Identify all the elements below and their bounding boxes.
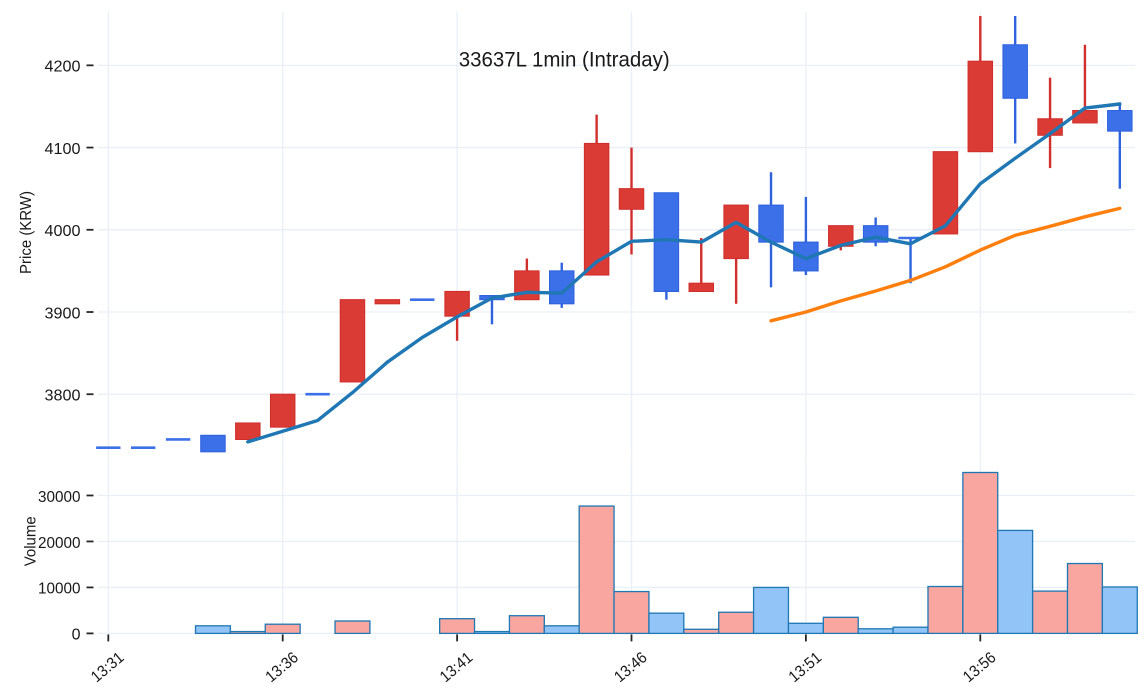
- candle-body-up: [235, 422, 261, 441]
- time-tick-label: 13:31: [88, 649, 127, 686]
- candle-body-up: [967, 60, 994, 153]
- volume-bar-up: [1031, 590, 1069, 635]
- volume-bar-up: [927, 585, 964, 635]
- candle-body-up: [618, 188, 645, 210]
- price-tick-label: 4000: [45, 223, 81, 240]
- volume-bar-up: [508, 615, 545, 635]
- volume-bar-up: [613, 590, 650, 635]
- volume-bar-up: [962, 471, 999, 635]
- candle-body-up: [269, 393, 296, 428]
- candle-body-up: [583, 142, 610, 276]
- time-tick-label: 13:51: [786, 649, 825, 686]
- candle-body-up: [339, 299, 366, 383]
- candle-body-up: [444, 290, 470, 317]
- volume-tick-label: 10000: [38, 581, 81, 598]
- volume-bar-down: [752, 586, 790, 635]
- candle-body-down: [200, 434, 226, 453]
- price-tick-label: 4100: [45, 141, 81, 158]
- candle-body-up: [932, 151, 959, 235]
- price-tick-label: 3800: [45, 388, 81, 405]
- volume-bar-down: [194, 625, 232, 635]
- candle-body-down: [1002, 44, 1028, 99]
- volume-bar-down: [787, 622, 824, 635]
- volume-bar-up: [718, 611, 755, 635]
- volume-bar-up: [683, 628, 720, 635]
- candle-body-down: [1107, 110, 1133, 132]
- ma5-line: [246, 102, 1122, 444]
- volume-bar-down: [1101, 586, 1138, 635]
- volume-bar-down: [997, 529, 1034, 635]
- volume-bar-down: [857, 628, 894, 635]
- volume-bars: [194, 471, 1138, 635]
- volume-bar-up: [334, 620, 371, 635]
- volume-bar-up: [1066, 562, 1104, 635]
- volume-bar-down: [473, 630, 511, 635]
- price-tick-label: 4200: [45, 59, 81, 76]
- volume-tick-label: 0: [72, 627, 81, 644]
- time-tick-label: 13:46: [611, 649, 650, 686]
- volume-axis-label: Volume: [23, 516, 40, 566]
- time-tick-label: 13:56: [960, 649, 999, 686]
- candle-body-down: [653, 192, 680, 293]
- axis-ticks: [86, 64, 982, 642]
- candle-body-up: [723, 204, 749, 260]
- candle-body-up: [374, 299, 401, 305]
- volume-tick-label: 20000: [38, 535, 81, 552]
- volume-bar-down: [648, 612, 685, 635]
- candles: [96, 16, 1133, 453]
- candle-body-up: [688, 282, 715, 293]
- volume-bar-down: [892, 626, 929, 635]
- time-tick-label: 13:41: [437, 649, 476, 686]
- price-tick-label: 3900: [45, 305, 81, 322]
- volume-bar-down: [543, 625, 580, 635]
- volume-bar-up: [264, 623, 301, 635]
- chart-title: 33637L 1min (Intraday): [459, 48, 670, 72]
- volume-bar-up: [578, 505, 615, 635]
- volume-tick-label: 30000: [38, 489, 81, 506]
- moving-average-lines: [246, 102, 1122, 444]
- ma20-line: [769, 206, 1122, 323]
- price-axis-label: Price (KRW): [18, 191, 35, 274]
- volume-bar-up: [439, 618, 476, 635]
- axis-tick-labels: 3800 3900 4000 4100 4200 0 10000 20000 30000 13:3…: [38, 59, 1000, 686]
- volume-bar-up: [822, 616, 859, 635]
- volume-bar-up: [229, 630, 266, 635]
- time-tick-label: 13:36: [263, 649, 302, 686]
